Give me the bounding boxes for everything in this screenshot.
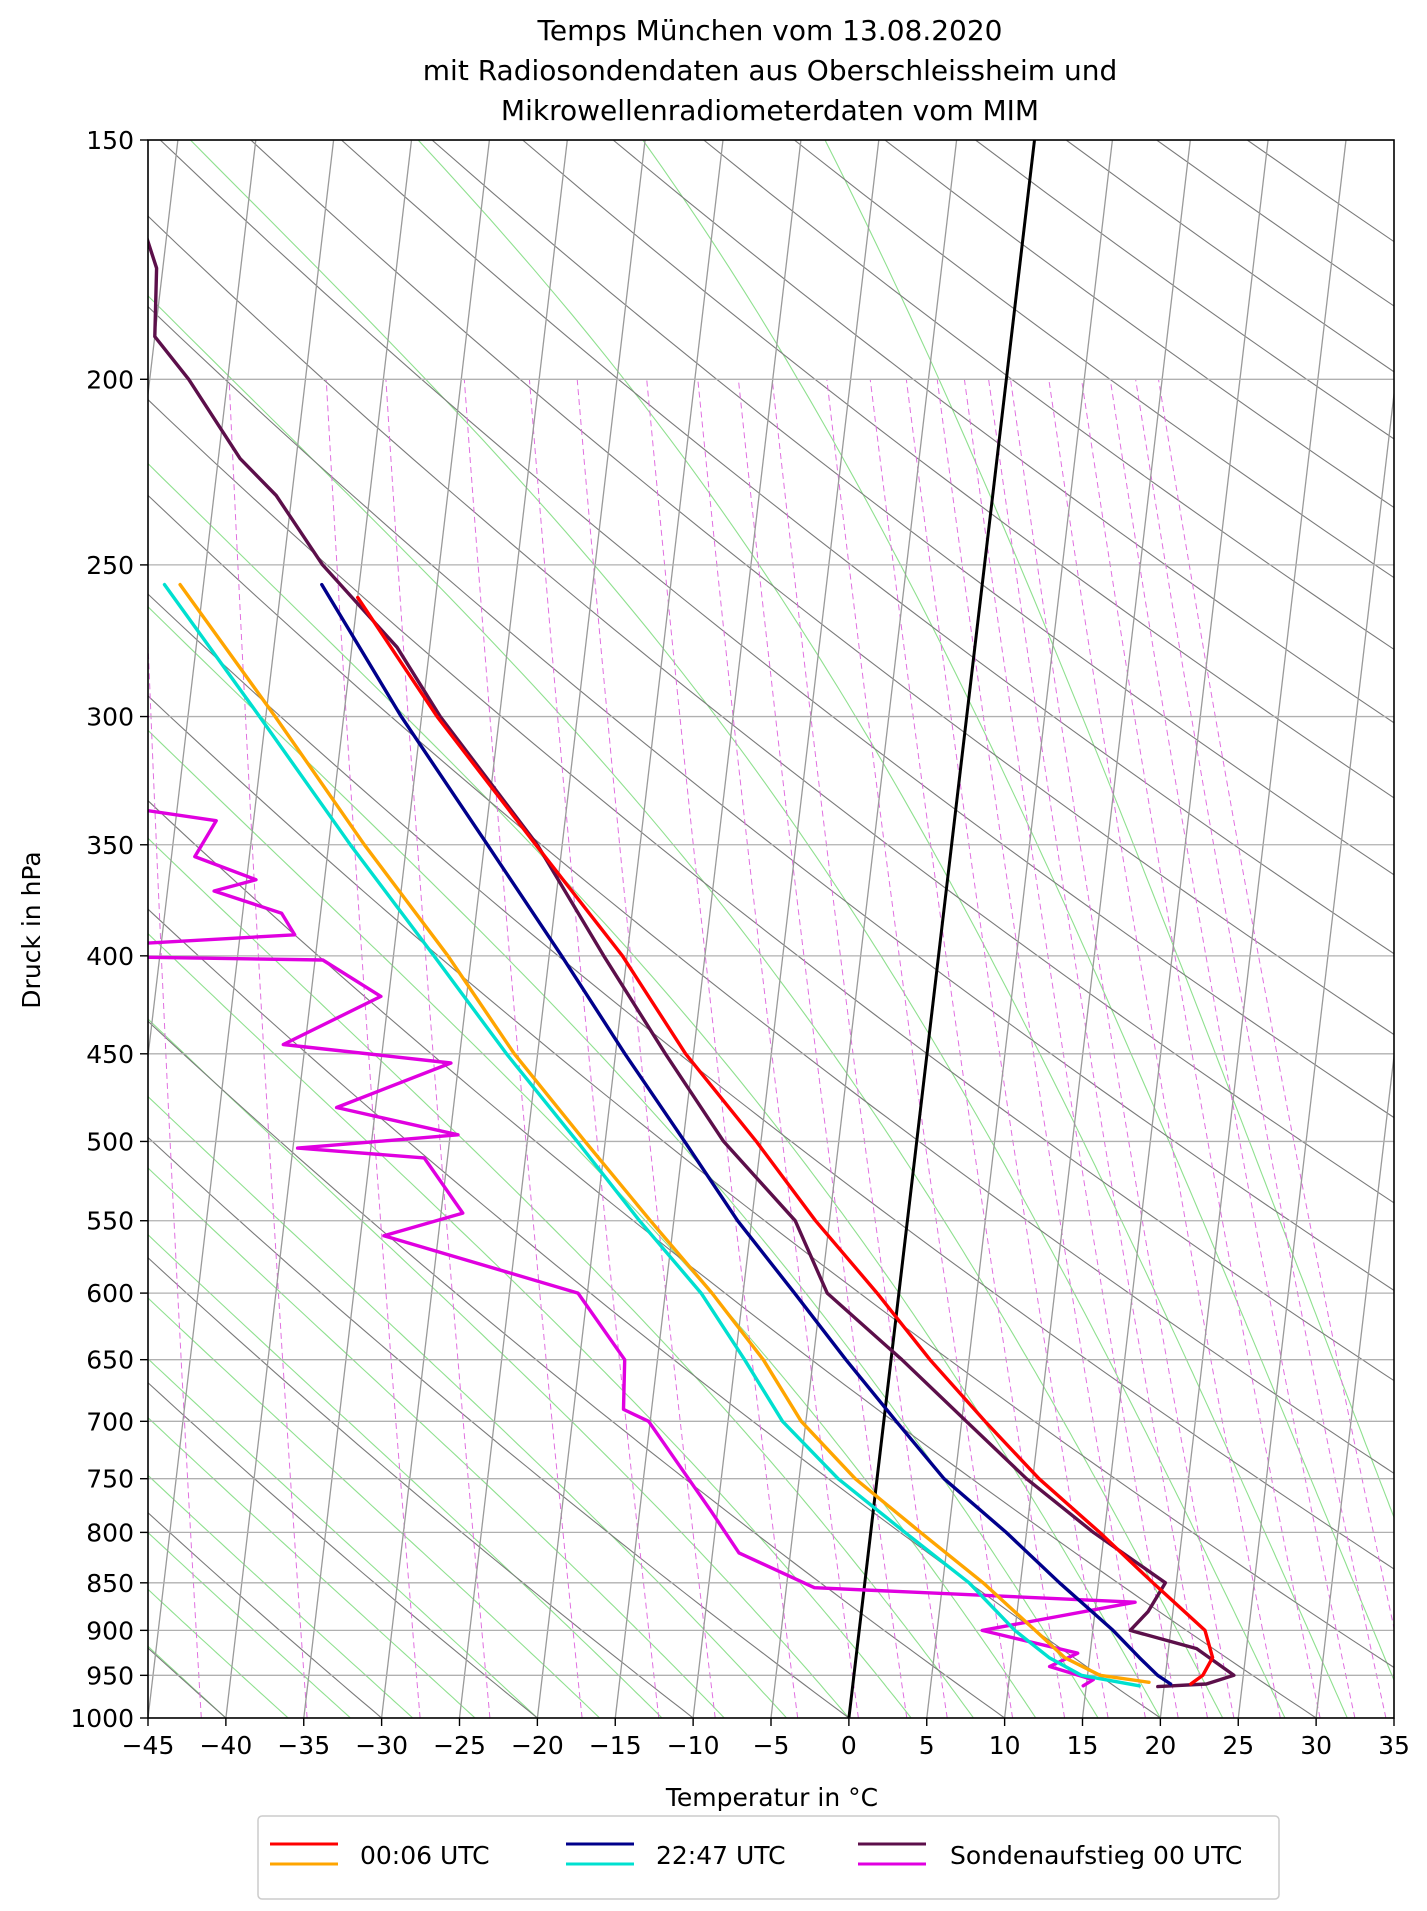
chart-title-line-1: Temps München vom 13.08.2020: [537, 14, 1003, 47]
x-axis-label-unit: °C: [848, 1783, 878, 1812]
y-tick-label: 800: [86, 1518, 134, 1547]
legend-label-sonde: Sondenaufstieg 00 UTC: [950, 1841, 1242, 1870]
x-axis-label-text: Temperatur in: [665, 1783, 848, 1812]
x-tick-label: 20: [1144, 1731, 1176, 1760]
y-tick-label: 550: [86, 1207, 134, 1236]
x-tick-label: 25: [1222, 1731, 1254, 1760]
y-axis-label: Druck in hPa: [17, 851, 46, 1008]
legend: 00:06 UTC 22:47 UTC Sondenaufstieg 00 UT…: [258, 1816, 1279, 1899]
y-tick-label: 650: [86, 1346, 134, 1375]
x-tick-label: 0: [841, 1731, 857, 1760]
y-tick-label: 900: [86, 1616, 134, 1645]
y-tick-label: 350: [86, 831, 134, 860]
x-tick-label: −35: [277, 1731, 330, 1760]
x-tick-label: −20: [511, 1731, 564, 1760]
x-axis-label: Temperatur in °C: [665, 1783, 878, 1812]
x-tick-label: −45: [122, 1731, 175, 1760]
y-tick-label: 950: [86, 1661, 134, 1690]
y-tick-label: 250: [86, 551, 134, 580]
y-tick-label: 450: [86, 1040, 134, 1069]
y-tick-label: 150: [86, 126, 134, 155]
legend-label-00-06: 00:06 UTC: [360, 1841, 490, 1870]
x-tick-label: −40: [199, 1731, 252, 1760]
y-tick-label: 300: [86, 703, 134, 732]
x-tick-label: 10: [989, 1731, 1021, 1760]
x-tick-label: 30: [1300, 1731, 1332, 1760]
x-tick-label: −15: [589, 1731, 642, 1760]
x-tick-label: 15: [1067, 1731, 1099, 1760]
y-tick-label: 850: [86, 1569, 134, 1598]
x-tick-label: −25: [433, 1731, 486, 1760]
y-tick-label: 600: [86, 1279, 134, 1308]
y-tick-label: 500: [86, 1127, 134, 1156]
y-tick-label: 1000: [70, 1704, 134, 1733]
y-tick-label: 400: [86, 942, 134, 971]
x-tick-label: −5: [753, 1731, 790, 1760]
y-tick-label: 750: [86, 1465, 134, 1494]
x-tick-label: 5: [919, 1731, 935, 1760]
chart-title-line-2: mit Radiosondendaten aus Oberschleisshei…: [423, 54, 1117, 87]
chart-title-line-3: Mikrowellenradiometerdaten vom MIM: [501, 94, 1039, 127]
x-tick-label: −10: [667, 1731, 720, 1760]
legend-label-22-47: 22:47 UTC: [656, 1841, 786, 1870]
y-tick-label: 200: [86, 365, 134, 394]
y-tick-label: 700: [86, 1407, 134, 1436]
x-tick-label: 35: [1378, 1731, 1410, 1760]
x-tick-label: −30: [355, 1731, 408, 1760]
